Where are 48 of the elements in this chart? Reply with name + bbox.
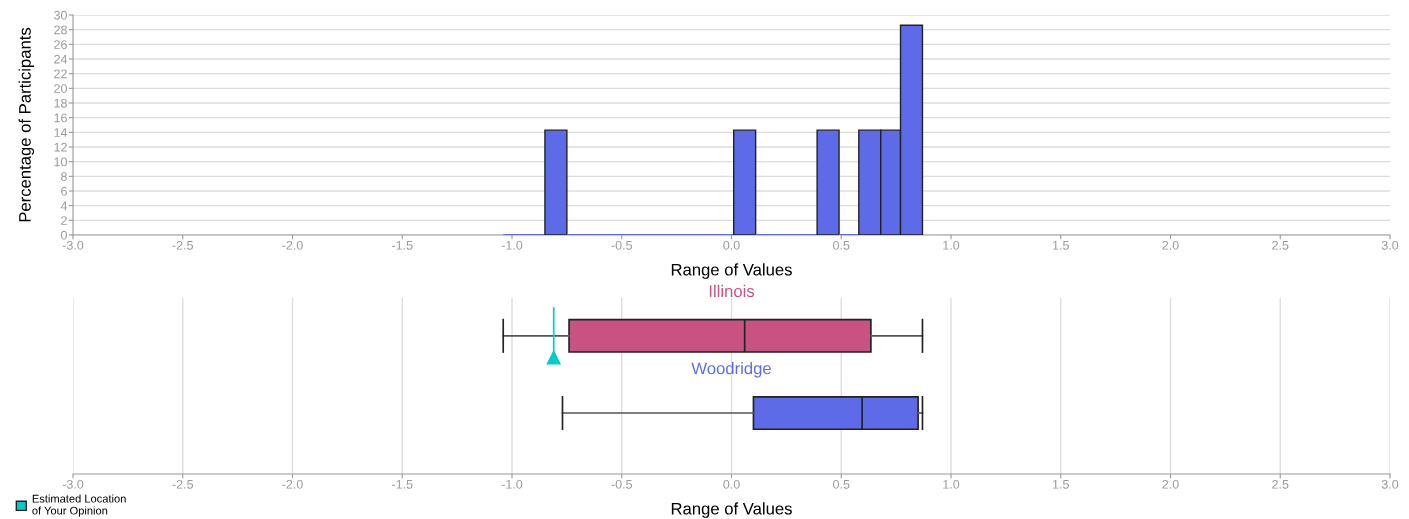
x-tick-label: 3.0	[1381, 479, 1399, 489]
x-tick-label: -3.0	[62, 479, 84, 489]
x-tick-label: -2.5	[172, 479, 193, 489]
x-tick-label: 2.0	[1162, 240, 1179, 250]
legend-label: Estimated Location of Your Opinion	[32, 494, 126, 517]
y-axis-title: Percentage of Participants	[18, 27, 35, 222]
y-tick-label: 26	[54, 40, 67, 49]
x-tick-label: 1.0	[943, 240, 960, 250]
y-tick-label: 16	[54, 113, 67, 123]
y-tick-label: 14	[54, 128, 68, 137]
y-tick-label: 24	[54, 54, 68, 64]
y-tick-label: 2	[61, 216, 67, 225]
x-axis-title: Range of Values	[671, 502, 792, 518]
y-tick-label: 18	[54, 98, 67, 108]
x-tick-label: 0.0	[723, 240, 740, 250]
x-tick-label: 0.5	[833, 479, 850, 489]
x-axis-title: Range of Values	[671, 263, 792, 279]
x-tick-label: 0.5	[833, 240, 850, 250]
x-tick-label: -2.0	[282, 479, 303, 489]
x-tick-label: -1.0	[501, 240, 523, 250]
x-tick-label: -2.0	[282, 240, 303, 250]
y-tick-label: 8	[61, 172, 67, 181]
x-tick-label: -1.5	[392, 241, 413, 250]
series-label: Woodridge	[691, 362, 771, 378]
series-label: Illinois	[709, 284, 755, 298]
x-tick-label: 2.5	[1272, 240, 1289, 250]
y-tick-label: 10	[54, 157, 67, 167]
y-tick-label: 0	[60, 230, 67, 240]
x-tick-label: 3.0	[1381, 240, 1399, 250]
y-tick-label: 4	[60, 201, 68, 211]
x-tick-label: -1.5	[392, 480, 413, 489]
y-tick-label: 20	[54, 84, 67, 93]
x-tick-label: -0.5	[611, 240, 632, 250]
x-tick-label: 1.0	[943, 479, 960, 489]
x-tick-label: -0.5	[611, 479, 632, 489]
y-tick-label: 6	[61, 186, 67, 196]
x-tick-label: 1.5	[1053, 480, 1069, 489]
x-tick-label: 2.0	[1162, 479, 1179, 489]
y-tick-label: 30	[54, 10, 67, 20]
x-tick-label: 0.0	[723, 479, 740, 489]
x-tick-label: -1.0	[501, 479, 523, 489]
y-tick-label: 12	[54, 142, 67, 152]
x-tick-label: -3.0	[62, 240, 84, 250]
x-tick-label: -2.5	[172, 240, 193, 250]
y-tick-label: 22	[54, 69, 67, 79]
x-tick-label: 1.5	[1053, 241, 1069, 250]
x-tick-label: 2.5	[1272, 479, 1289, 489]
y-tick-label: 28	[54, 25, 67, 35]
